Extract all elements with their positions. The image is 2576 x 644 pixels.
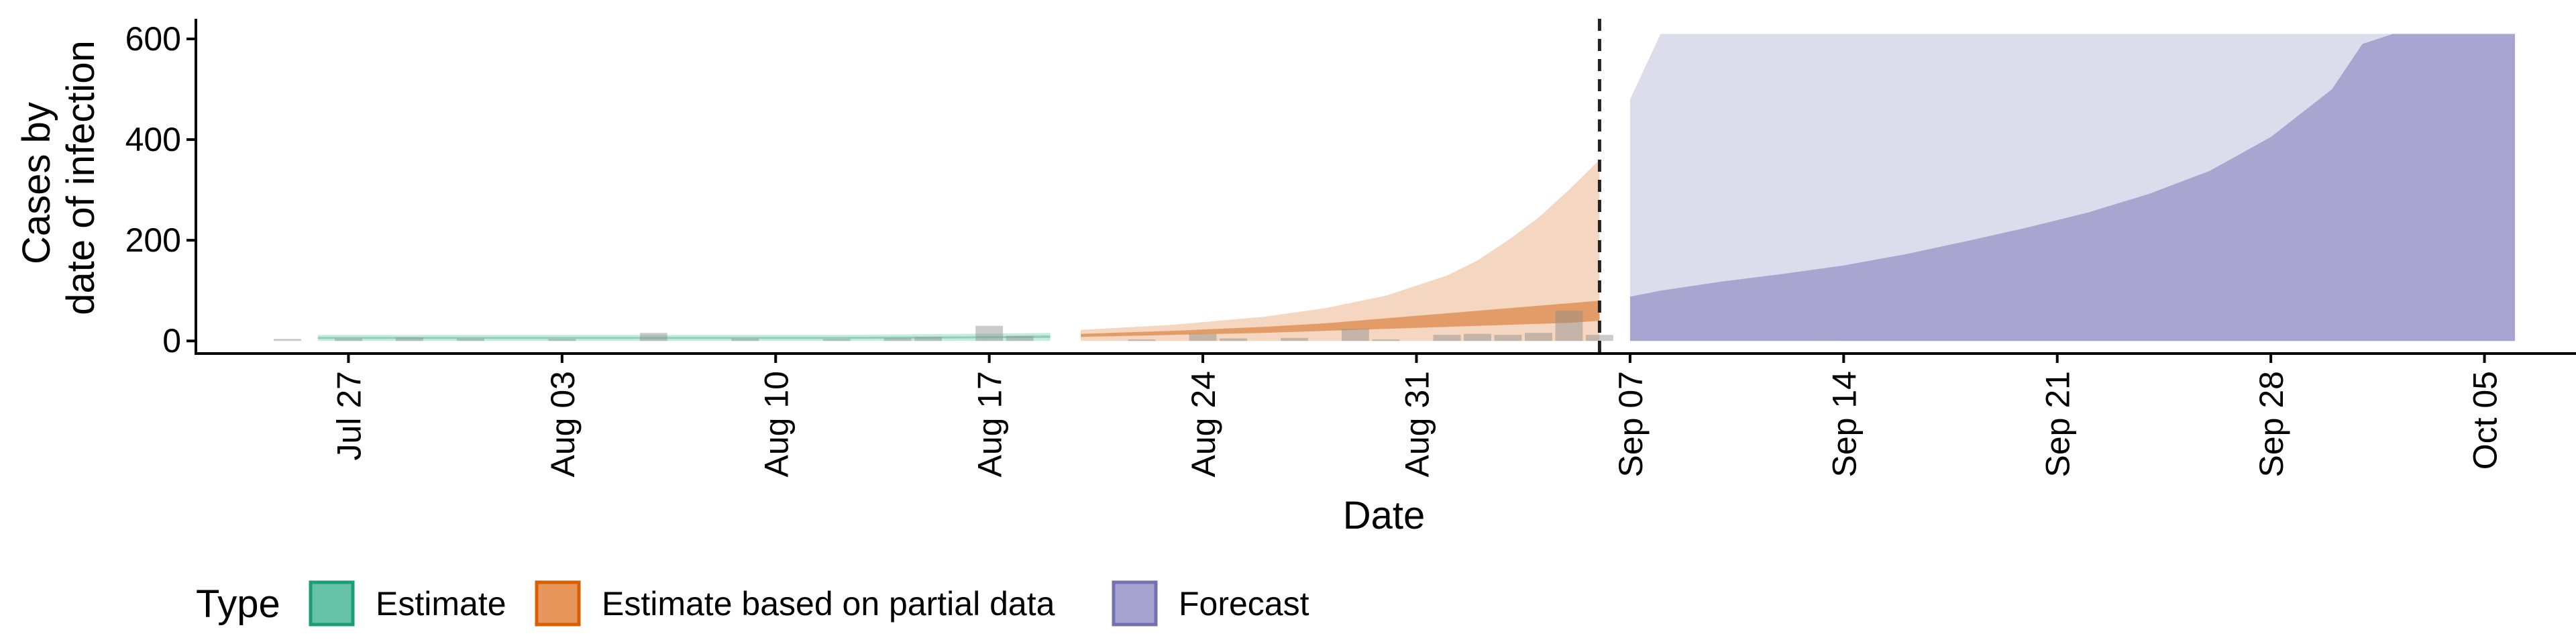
- legend: Type Estimate Estimate based on partial …: [196, 580, 1309, 627]
- y-tick-label: 0: [162, 322, 181, 360]
- x-tick-label: Aug 24: [1185, 371, 1222, 477]
- reported-cases-bar: [1189, 333, 1217, 341]
- y-axis-ticks: 0 200 400 600: [125, 20, 196, 360]
- y-tick-label: 200: [125, 221, 181, 259]
- reported-cases-bar: [1281, 337, 1308, 341]
- legend-swatch-partial: [535, 580, 581, 627]
- reported-cases-bar: [1494, 335, 1522, 341]
- y-tick-label: 400: [125, 121, 181, 158]
- reported-cases-bar: [731, 338, 759, 341]
- x-tick-label: Oct 05: [2467, 371, 2504, 470]
- reported-cases-bar: [1433, 335, 1461, 341]
- band-outer-estimate-based-on-partial-data: [1081, 160, 1600, 341]
- reported-cases-bar: [822, 339, 851, 341]
- reported-cases-bar: [639, 333, 667, 341]
- x-tick-label: Sep 14: [1825, 371, 1863, 477]
- reported-cases-bar: [1372, 339, 1400, 341]
- y-axis-title: Cases by date of infection: [15, 40, 103, 315]
- band-inner-estimate: [317, 335, 1051, 339]
- x-tick-label: Jul 27: [330, 371, 368, 460]
- reported-cases-bar: [1464, 333, 1491, 341]
- reported-cases-bar: [975, 325, 1004, 341]
- reported-cases-bar: [914, 337, 943, 341]
- reported-cases-bar: [1525, 333, 1552, 341]
- band-inner-estimate-based-on-partial-data: [1081, 301, 1600, 337]
- reported-cases-bars: [274, 311, 1613, 341]
- reported-cases-bar: [883, 337, 912, 341]
- reported-cases-bar: [1342, 329, 1369, 341]
- x-axis-ticks: Jul 27 Aug 03 Aug 10 Aug 17 Aug 24 Aug 31 Sep …: [330, 354, 2504, 477]
- legend-swatch-estimate: [309, 580, 355, 627]
- reported-cases-bar: [1585, 335, 1613, 341]
- legend-label-forecast: Forecast: [1179, 585, 1309, 623]
- reported-cases-bar: [1555, 311, 1583, 341]
- legend-swatch-forecast: [1112, 580, 1158, 627]
- legend-label-partial: Estimate based on partial data: [602, 585, 1055, 623]
- ribbon-layer: [317, 34, 2515, 341]
- reported-cases-bar: [456, 338, 484, 341]
- reported-cases-bar: [274, 339, 301, 341]
- band-inner-forecast: [1629, 34, 2515, 341]
- x-tick-label: Aug 10: [757, 371, 795, 477]
- y-tick-label: 600: [125, 20, 181, 58]
- y-axis-title-line-1: Cases by: [15, 102, 58, 264]
- reported-cases-bar: [395, 337, 423, 341]
- x-tick-label: Aug 17: [971, 371, 1009, 477]
- x-tick-label: Sep 07: [1612, 371, 1650, 477]
- x-tick-label: Aug 31: [1399, 371, 1436, 477]
- axes: [195, 19, 2576, 355]
- reported-cases-bar: [1220, 338, 1247, 341]
- reported-cases-bar: [1128, 339, 1156, 341]
- x-axis-title: Date: [1343, 494, 1426, 537]
- legend-label-estimate: Estimate: [376, 585, 506, 623]
- x-tick-label: Aug 03: [544, 371, 582, 477]
- reported-cases-bar: [335, 338, 362, 341]
- y-axis-title-line-2: date of infection: [59, 40, 103, 315]
- reported-cases-bar: [1006, 335, 1034, 341]
- x-tick-label: Sep 28: [2253, 371, 2290, 477]
- x-tick-label: Sep 21: [2039, 371, 2077, 477]
- reported-cases-bar: [548, 339, 576, 341]
- legend-title: Type: [196, 582, 280, 626]
